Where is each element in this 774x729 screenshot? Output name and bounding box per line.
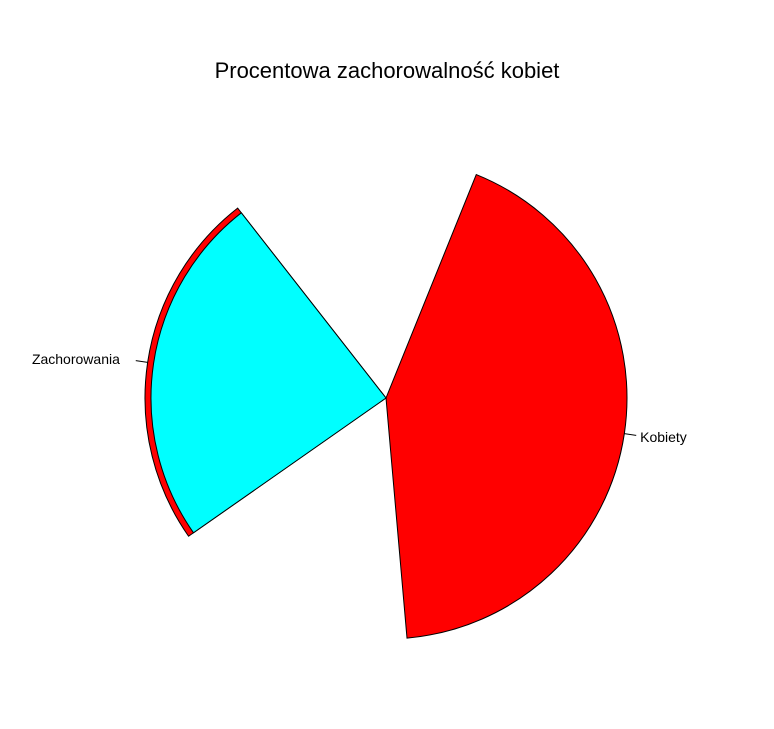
- pie-slice-kobiety: [385, 173, 628, 639]
- slice-label-kobiety: Kobiety: [640, 429, 687, 445]
- chart-title: Procentowa zachorowalność kobiet: [214, 58, 560, 83]
- label-leader-kobiety: [624, 433, 637, 436]
- label-leader-zachorowania: [135, 360, 148, 363]
- pie-slice-zachorowania: [150, 212, 387, 534]
- slice-label-zachorowania: Zachorowania: [32, 351, 120, 367]
